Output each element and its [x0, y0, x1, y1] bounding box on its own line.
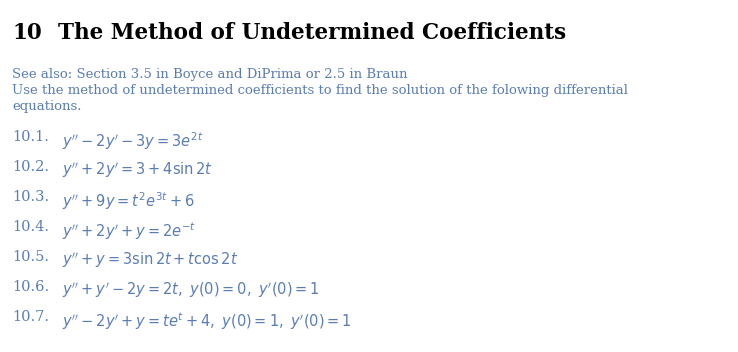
Text: $y'' - 2y' - 3y = 3e^{2t}$: $y'' - 2y' - 3y = 3e^{2t}$: [62, 130, 204, 152]
Text: 10.7.: 10.7.: [12, 310, 49, 324]
Text: 10.2.: 10.2.: [12, 160, 49, 174]
Text: 10.4.: 10.4.: [12, 220, 49, 234]
Text: See also: Section 3.5 in Boyce and DiPrima or 2.5 in Braun: See also: Section 3.5 in Boyce and DiPri…: [12, 68, 407, 81]
Text: 10.1.: 10.1.: [12, 130, 49, 144]
Text: $y'' - 2y' + y = te^{t} + 4,\ y(0) = 1,\ y'(0) = 1$: $y'' - 2y' + y = te^{t} + 4,\ y(0) = 1,\…: [62, 310, 352, 332]
Text: equations.: equations.: [12, 100, 81, 113]
Text: 10.5.: 10.5.: [12, 250, 49, 264]
Text: $y'' + 2y' + y = 2e^{-t}$: $y'' + 2y' + y = 2e^{-t}$: [62, 220, 196, 242]
Text: The Method of Undetermined Coefficients: The Method of Undetermined Coefficients: [58, 22, 566, 44]
Text: $y'' + 9y = t^2 e^{3t} + 6$: $y'' + 9y = t^2 e^{3t} + 6$: [62, 190, 195, 212]
Text: $y'' + y' - 2y = 2t,\ y(0) = 0,\ y'(0) = 1$: $y'' + y' - 2y = 2t,\ y(0) = 0,\ y'(0) =…: [62, 280, 320, 300]
Text: Use the method of undetermined coefficients to find the solution of the folowing: Use the method of undetermined coefficie…: [12, 84, 628, 97]
Text: 10.6.: 10.6.: [12, 280, 49, 294]
Text: 10: 10: [12, 22, 42, 44]
Text: $y'' + 2y' = 3 + 4\sin 2t$: $y'' + 2y' = 3 + 4\sin 2t$: [62, 160, 213, 180]
Text: $y'' + y = 3\sin 2t + t\cos 2t$: $y'' + y = 3\sin 2t + t\cos 2t$: [62, 250, 238, 270]
Text: 10.3.: 10.3.: [12, 190, 49, 204]
